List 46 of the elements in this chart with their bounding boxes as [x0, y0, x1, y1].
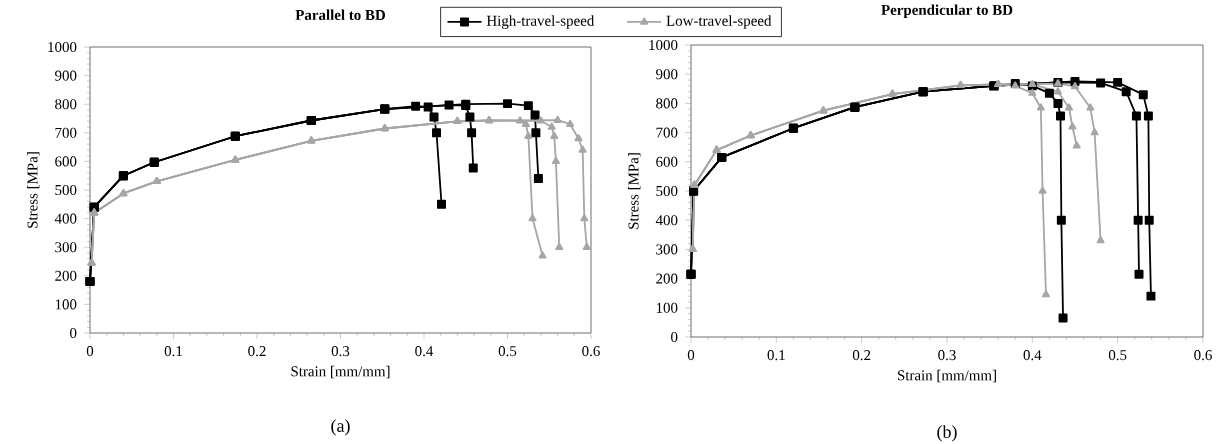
x-axis-title: Strain [mm/mm]: [897, 369, 996, 383]
x-tick-label: 0.1: [164, 346, 182, 357]
chart-title: Parallel to BD: [295, 9, 385, 21]
x-tick-label: 0.4: [415, 346, 434, 357]
y-tick-label: 100: [55, 299, 77, 310]
y-tick-label: 800: [656, 98, 678, 109]
x-tick-label: 0: [687, 350, 695, 361]
y-tick-label: 600: [55, 156, 77, 167]
y-tick-label: 700: [656, 127, 678, 138]
y-tick-label: 500: [656, 185, 678, 197]
y-tick-label: 100: [656, 302, 678, 313]
y-tick-label: 300: [656, 244, 678, 255]
x-axis-title: Strain [mm/mm]: [291, 365, 390, 379]
text: (a): [331, 419, 350, 436]
y-tick-label: 1000: [48, 41, 77, 53]
y-tick-label: 500: [55, 184, 77, 196]
y-tick-label: 0: [70, 327, 77, 339]
x-tick-label: 0.1: [767, 350, 785, 361]
legend-label: Low-travel-speed: [666, 15, 772, 29]
y-tick-label: 200: [55, 270, 77, 281]
y-tick-label: 800: [55, 99, 77, 110]
y-tick-label: 1000: [649, 39, 678, 51]
y-axis-title: Stress [MPa]: [27, 152, 40, 228]
x-tick-label: 0.3: [331, 346, 350, 357]
chart-title: Perpendicular to BD: [881, 4, 1013, 19]
y-axis-title: Stress [MPa]: [628, 153, 641, 229]
x-tick-label: 0.2: [248, 346, 266, 357]
x-tick-label: 0.5: [1108, 350, 1127, 361]
x-tick-label: 0.5: [498, 346, 517, 357]
text: (b): [937, 425, 957, 442]
y-tick-label: 200: [656, 273, 678, 284]
y-tick-label: 400: [54, 213, 77, 224]
y-tick-label: 900: [656, 69, 678, 80]
y-tick-label: 700: [55, 127, 77, 138]
x-tick-label: 0.3: [938, 350, 956, 361]
x-tick-label: 0: [86, 346, 94, 357]
y-tick-label: 300: [55, 242, 77, 253]
y-tick-label: 600: [656, 156, 678, 167]
y-tick-label: 0: [671, 331, 678, 343]
y-tick-label: 900: [55, 70, 77, 81]
x-tick-label: 0.6: [1194, 350, 1212, 361]
legend-label: High-travel-speed: [486, 15, 595, 29]
x-tick-label: 0.2: [852, 350, 871, 361]
x-tick-label: 0.6: [582, 346, 600, 357]
y-tick-label: 400: [655, 215, 678, 226]
x-tick-label: 0.4: [1023, 350, 1042, 361]
